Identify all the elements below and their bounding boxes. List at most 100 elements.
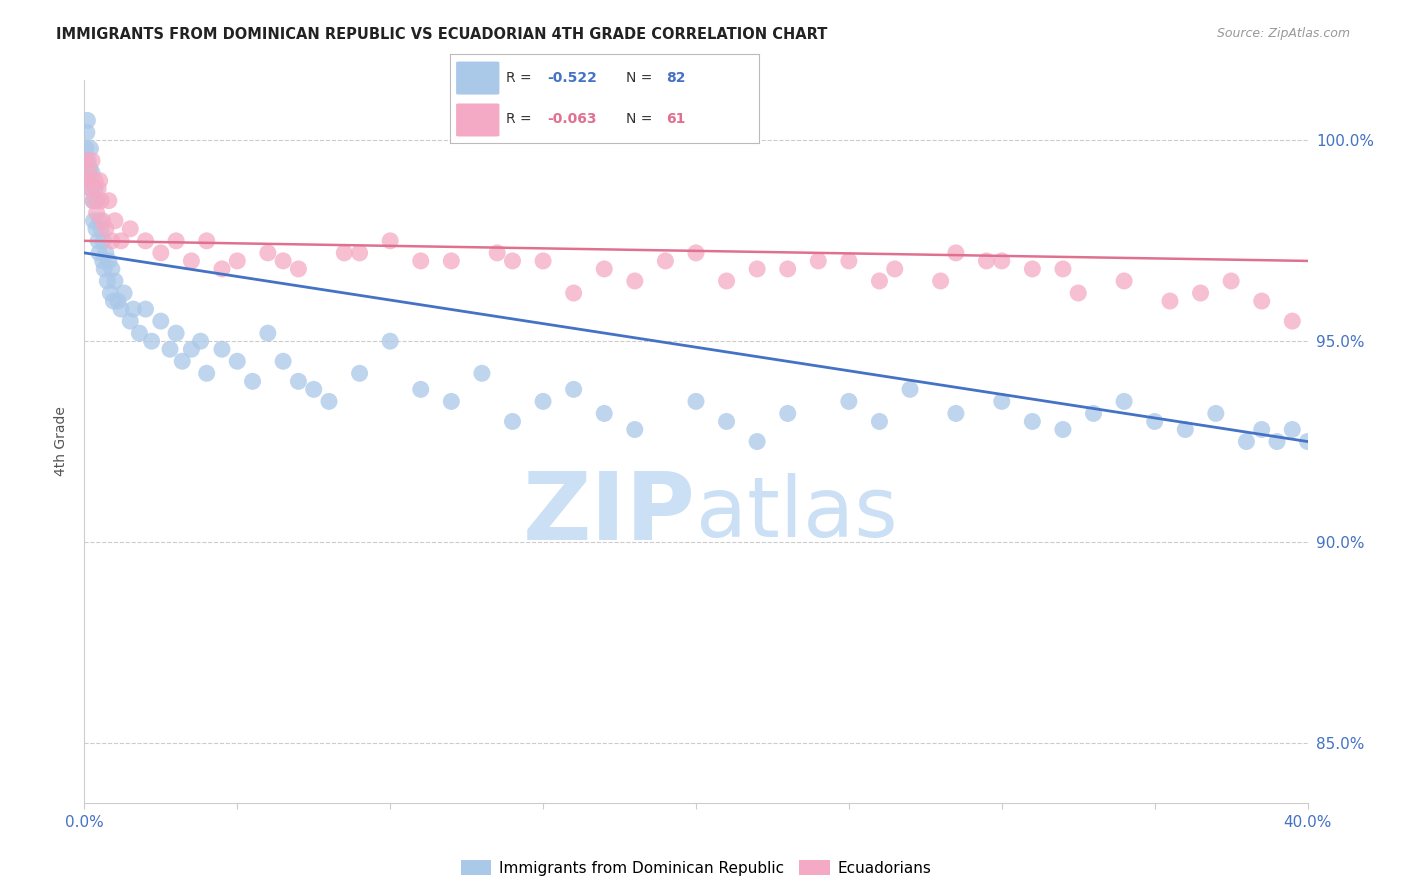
Point (409, 383, 432, 397)
Point (94, 222, 117, 236)
Point (531, 254, 554, 268)
Point (562, 285, 585, 300)
Point (685, 394, 707, 409)
Text: R =: R = (506, 71, 536, 85)
Point (287, 262, 309, 277)
Point (1114, 274, 1136, 288)
Text: -0.063: -0.063 (547, 112, 598, 126)
Point (440, 394, 463, 409)
Point (991, 394, 1014, 409)
Point (257, 246, 280, 260)
Point (1189, 285, 1212, 300)
Point (593, 407, 616, 421)
Point (79, 161, 101, 176)
Point (776, 407, 799, 421)
Point (349, 246, 371, 260)
Point (76, 113, 98, 128)
Point (211, 262, 233, 277)
Point (98, 285, 121, 300)
Point (869, 415, 891, 429)
Point (1052, 262, 1074, 277)
Point (1236, 434, 1258, 449)
Text: -0.522: -0.522 (547, 71, 598, 85)
Point (96, 274, 118, 288)
Point (84, 182, 107, 196)
Point (624, 274, 647, 288)
Point (838, 394, 860, 409)
Point (1205, 407, 1227, 421)
Point (654, 254, 676, 268)
Point (141, 334, 163, 349)
Point (101, 234, 124, 248)
Point (80, 165, 103, 179)
Point (91, 234, 114, 248)
Point (89, 174, 111, 188)
Point (1159, 294, 1181, 309)
Point (77, 153, 100, 168)
Point (1250, 294, 1272, 309)
Text: R =: R = (506, 112, 536, 126)
Point (75, 142, 97, 156)
Point (716, 415, 738, 429)
Point (302, 383, 325, 397)
Point (1052, 423, 1074, 437)
Point (87, 234, 110, 248)
Point (80, 153, 103, 168)
Point (79, 182, 101, 196)
Point (502, 254, 524, 268)
Point (91, 213, 114, 227)
Point (112, 285, 135, 300)
Point (945, 246, 967, 260)
Point (122, 302, 145, 317)
Point (898, 383, 921, 397)
Point (149, 246, 172, 260)
Text: 61: 61 (666, 112, 686, 126)
Text: atlas: atlas (696, 474, 897, 554)
Point (869, 274, 891, 288)
Point (838, 254, 860, 268)
Point (1114, 394, 1136, 409)
Point (190, 334, 212, 349)
Point (97, 254, 120, 268)
Point (165, 234, 187, 248)
Point (929, 274, 952, 288)
Point (1281, 423, 1303, 437)
Point (76, 125, 98, 139)
Point (180, 254, 202, 268)
Point (502, 415, 524, 429)
Point (1250, 423, 1272, 437)
Point (104, 274, 127, 288)
Point (1220, 274, 1243, 288)
Point (807, 254, 830, 268)
Point (257, 326, 280, 341)
Point (380, 234, 402, 248)
Point (195, 234, 218, 248)
Point (776, 262, 799, 277)
Point (1021, 262, 1043, 277)
Point (83, 194, 105, 208)
Point (1143, 415, 1166, 429)
Point (110, 302, 132, 317)
Point (747, 262, 769, 277)
Point (271, 254, 294, 268)
Text: Source: ZipAtlas.com: Source: ZipAtlas.com (1216, 27, 1350, 40)
Point (79, 142, 101, 156)
Point (1067, 285, 1090, 300)
Point (716, 274, 738, 288)
Point (82, 194, 104, 208)
Point (991, 254, 1014, 268)
Point (349, 367, 371, 381)
Point (135, 234, 157, 248)
Point (172, 354, 194, 368)
Point (409, 254, 432, 268)
Text: ZIP: ZIP (523, 467, 696, 560)
Point (87, 182, 110, 196)
Point (685, 246, 707, 260)
Point (89, 213, 111, 227)
Point (747, 434, 769, 449)
Point (94, 246, 117, 260)
Point (97, 194, 120, 208)
Point (593, 262, 616, 277)
Point (87, 246, 110, 260)
FancyBboxPatch shape (456, 103, 499, 136)
